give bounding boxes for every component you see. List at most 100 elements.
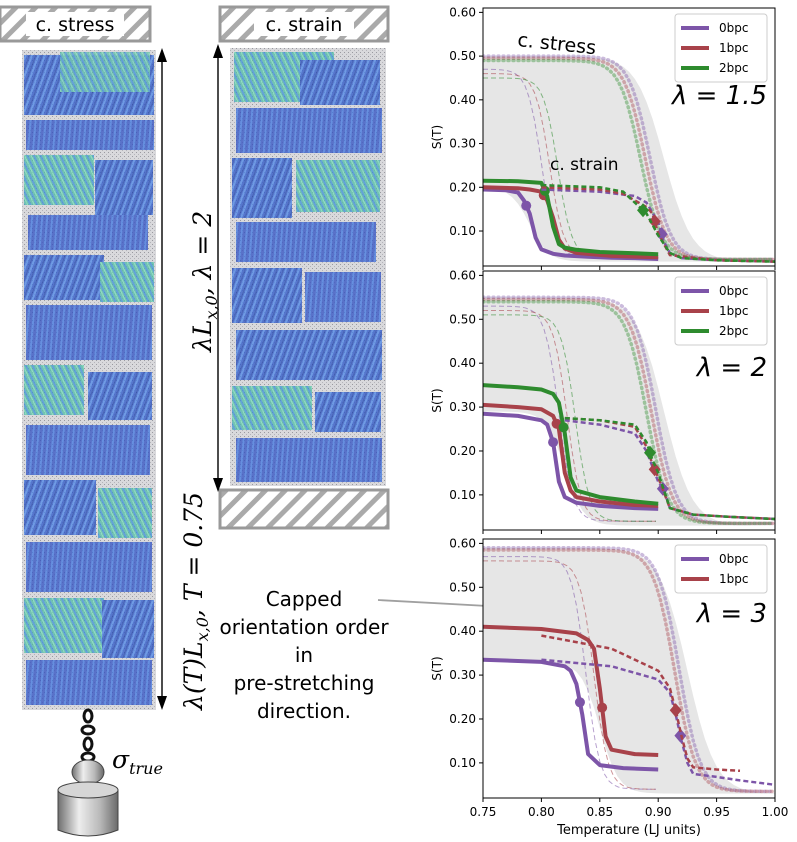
- annotation-line-3: in: [295, 643, 313, 667]
- y-tick-label: 0.10: [449, 756, 476, 770]
- legend-label-1bpc: 1bpc: [719, 572, 748, 586]
- chart-panel-1: 0.10 0.20 0.30 0.40 0.50 0.60 S(T) 0bpc 1bpc 2bpc…: [430, 5, 776, 270]
- y-tick-label: 0.60: [449, 536, 476, 550]
- axes-frame: [482, 538, 776, 799]
- legend: 0bpc 1bpc 2bpc: [674, 13, 768, 83]
- y-tick-label: 0.60: [449, 5, 476, 19]
- legend-label-1bpc: 1bpc: [719, 304, 748, 318]
- series-strain-1bpc: [483, 402, 659, 508]
- lambda-label: λ = 1.5: [670, 81, 767, 111]
- legend-label-1bpc: 1bpc: [719, 41, 748, 55]
- annotation-line-2: orientation order: [219, 615, 389, 639]
- legend-label-0bpc: 0bpc: [719, 284, 748, 298]
- charts: 0.10 0.20 0.30 0.40 0.50 0.60 S(T) 0bpc 1bpc 2bpc…: [430, 5, 788, 838]
- axes-frame: [482, 270, 776, 531]
- series-stress-2bpc: [564, 416, 775, 521]
- stress-label: c. stress: [36, 14, 115, 36]
- capped-order-annotation: Capped orientation order in pre-stretchi…: [219, 587, 517, 723]
- legend-box: [674, 276, 768, 346]
- strain-sample: c. strain λLx,0, λ = 2: [188, 5, 390, 530]
- series-strain-0bpc: [483, 411, 659, 511]
- y-tick-label: 0.20: [449, 444, 476, 458]
- reference-dashed-1bpc: [483, 560, 656, 790]
- chart-panel-2: 0.10 0.20 0.30 0.40 0.50 0.60 S(T) 0bpc 1bpc 2bpc…: [430, 268, 776, 534]
- strain-clamp-bottom: [218, 488, 390, 530]
- reference-dashed-0bpc: [483, 556, 656, 790]
- marker-strain-2bpc: [558, 422, 569, 433]
- sigma-label: σtrue: [112, 745, 163, 778]
- legend: 0bpc 1bpc 2bpc: [674, 276, 768, 346]
- c-strain-annotation: c. strain: [550, 155, 619, 175]
- stress-band: [483, 297, 775, 526]
- chart-panel-3: 0.10 0.20 0.30 0.40 0.50 0.60 S(T) 0.75 0.80 0.85…: [430, 536, 788, 838]
- strain-label-bg: [254, 12, 354, 36]
- x-axis-label: Temperature (LJ units): [556, 823, 701, 838]
- y-tick-label: 0.20: [449, 712, 476, 726]
- stress-envelope-0bpc: [483, 546, 775, 794]
- marker-stress-2bpc: [644, 445, 657, 460]
- stress-sample-body: [22, 50, 156, 710]
- annotation-line-5: direction.: [257, 699, 351, 723]
- y-tick-label: 0.40: [449, 356, 476, 370]
- marker-stress-0bpc: [655, 227, 668, 242]
- legend-box: [674, 13, 768, 83]
- series-strain-2bpc: [483, 383, 659, 506]
- y-axis-label: S(T): [430, 388, 444, 412]
- legend-label-2bpc: 2bpc: [719, 324, 748, 338]
- series-stress-1bpc: [541, 634, 741, 773]
- stress-band: [483, 56, 775, 262]
- y-tick-label: 0.60: [449, 268, 476, 282]
- marker-strain-0bpc: [574, 697, 585, 708]
- plot-area-2: [483, 295, 775, 526]
- y-tick-label: 0.40: [449, 624, 476, 638]
- y-tick-label: 0.30: [449, 137, 476, 151]
- y-tick-label: 0.40: [449, 93, 476, 107]
- y-tick-label: 0.10: [449, 488, 476, 502]
- y-tick-label: 0.30: [449, 400, 476, 414]
- stress-envelope-1bpc: [483, 297, 775, 526]
- legend: 0bpc 1bpc: [674, 544, 768, 594]
- stress-envelope-1bpc: [483, 548, 775, 794]
- axes-frame: [482, 7, 776, 267]
- x-tick-label: 0.90: [645, 805, 672, 819]
- x-tick-label: 1.00: [762, 805, 789, 819]
- plot-area-3: [483, 546, 775, 794]
- series-strain-2bpc: [483, 178, 659, 257]
- lambda-label: λ = 2: [695, 353, 767, 383]
- x-tick-label: 0.85: [586, 805, 613, 819]
- y-axis-label: S(T): [430, 656, 444, 680]
- lambda-label: λ = 3: [695, 599, 767, 629]
- marker-stress-2bpc: [637, 203, 650, 218]
- stress-envelope-0bpc: [483, 295, 775, 526]
- legend-label-2bpc: 2bpc: [719, 61, 748, 75]
- x-tick-label: 0.95: [703, 805, 730, 819]
- y-tick-label: 0.50: [449, 580, 476, 594]
- legend-label-0bpc: 0bpc: [719, 552, 748, 566]
- y-tick-label: 0.50: [449, 312, 476, 326]
- plot-area-1: [483, 54, 775, 263]
- y-tick-label: 0.20: [449, 180, 476, 194]
- x-tick-label: 0.75: [470, 805, 497, 819]
- marker-stress-1bpc: [648, 214, 661, 229]
- y-tick-label: 0.50: [449, 49, 476, 63]
- marker-strain-1bpc: [597, 702, 608, 713]
- stress-length-label: λ(T)Lx,0, T = 0.75: [179, 492, 212, 711]
- marker-strain-0bpc: [521, 200, 532, 211]
- y-axis-label: S(T): [430, 125, 444, 149]
- strain-sample-body: [230, 48, 386, 486]
- y-tick-label: 0.10: [449, 224, 476, 238]
- series-strain-1bpc: [483, 624, 659, 757]
- x-tick-label: 0.80: [528, 805, 555, 819]
- strain-label: c. strain: [266, 14, 343, 36]
- weight-icon: [57, 708, 119, 837]
- annotation-line-1: Capped: [266, 587, 343, 611]
- y-tick-label: 0.30: [449, 668, 476, 682]
- stress-envelope-2bpc: [483, 299, 775, 526]
- marker-stress-1bpc: [669, 703, 682, 718]
- stress-sample: c. stress λ(T)Lx,: [0, 5, 212, 837]
- reference-dashed-2bpc: [483, 314, 656, 522]
- legend-label-0bpc: 0bpc: [719, 21, 748, 35]
- annotation-line-4: pre-stretching: [234, 671, 375, 695]
- stress-label-bg: [26, 12, 124, 36]
